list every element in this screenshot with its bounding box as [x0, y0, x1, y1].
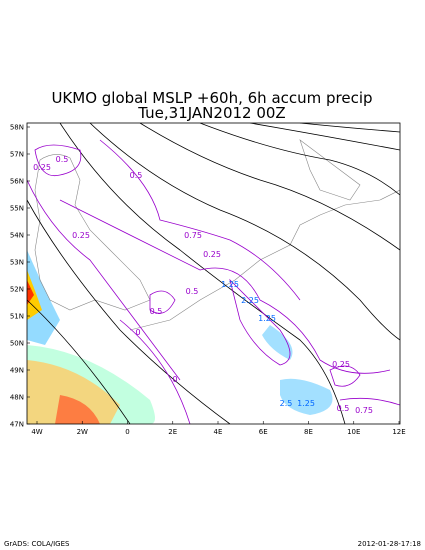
lat-label: 50N: [10, 340, 24, 348]
contour-label: 0.5: [337, 404, 350, 413]
lon-label: 12E: [392, 428, 405, 436]
contour-label: 0.5: [130, 171, 143, 180]
lat-label: 52N: [10, 286, 24, 294]
contour-label: 0.5: [150, 307, 163, 316]
lon-label: 10E: [347, 428, 360, 436]
contour-label: 1.25: [258, 314, 276, 323]
contour-label: 0: [135, 328, 140, 337]
lat-label: 51N: [10, 313, 24, 321]
contour-label: 0.25: [203, 250, 221, 259]
lon-label: 2W: [77, 428, 88, 436]
contour-label: 0.75: [184, 231, 202, 240]
lon-label: 0: [125, 428, 129, 436]
footer-left: GrADS: COLA/IGES: [4, 540, 70, 548]
lat-label: 58N: [10, 124, 24, 132]
lat-label: 49N: [10, 367, 24, 375]
contour-label: 2.25: [241, 296, 259, 305]
lon-label: 4W: [31, 428, 42, 436]
lat-label: 54N: [10, 232, 24, 240]
contour-label: 1.25: [297, 399, 315, 408]
footer-right: 2012-01-28-17:18: [358, 540, 421, 548]
lat-label: 48N: [10, 394, 24, 402]
contour-label: 2.5: [280, 399, 293, 408]
lat-label: 56N: [10, 178, 24, 186]
map-content: [27, 123, 400, 424]
lon-label: 8E: [304, 428, 313, 436]
contour-label: 0.25: [72, 231, 90, 240]
contour-label: 0.25: [332, 360, 350, 369]
lat-label: 53N: [10, 259, 24, 267]
map: 0.5 0.25 0.5 0.25 0.75 0.25 1.25 0.5 0.5…: [26, 122, 401, 425]
lat-label: 55N: [10, 205, 24, 213]
contour-label: 0.25: [33, 163, 51, 172]
map-frame: [26, 122, 401, 425]
contour-label: 0.5: [56, 155, 69, 164]
contour-label: 0.5: [186, 287, 199, 296]
lat-label: 47N: [10, 421, 24, 429]
lon-label: 2E: [168, 428, 177, 436]
lon-label: 6E: [259, 428, 268, 436]
subtitle: Tue,31JAN2012 00Z: [137, 104, 285, 122]
contour-label: 0.75: [355, 406, 373, 415]
contour-label: 1.25: [221, 280, 239, 289]
title: UKMO global MSLP +60h, 6h accum precip: [51, 89, 372, 107]
lon-label: 4E: [214, 428, 223, 436]
lat-label: 57N: [10, 151, 24, 159]
contour-label: 0: [172, 375, 177, 384]
